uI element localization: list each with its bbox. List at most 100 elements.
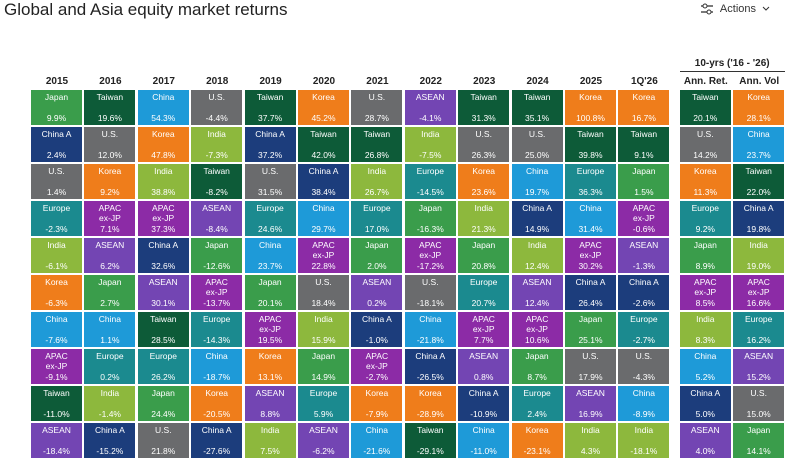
cell: ASEAN 30.1% (137, 275, 189, 310)
cell-value: -9.1% (45, 371, 68, 382)
cell: Taiwan 9.1% (618, 127, 670, 162)
cell: Europe -2.3% (31, 201, 82, 236)
cell-value: 16.9% (578, 408, 603, 419)
cell: Japan 8.9% (679, 238, 731, 273)
cell-label: U.S. (155, 425, 172, 435)
cell-label: Korea (98, 166, 122, 176)
cell-value: 26.7% (364, 186, 389, 197)
cell-value: 1.1% (100, 334, 120, 345)
cell: Korea 11.3% (679, 164, 731, 199)
cell: Taiwan 28.5% (137, 312, 189, 347)
cell-label: Europe (363, 203, 391, 213)
cell-label: China A (201, 425, 232, 435)
cell-value: -7.9% (365, 408, 388, 419)
cell-label: Japan (747, 425, 771, 435)
cell-value: 5.2% (695, 371, 715, 382)
cell: China A 14.9% (511, 201, 563, 236)
cell-label: Europe (630, 314, 658, 324)
cell: Taiwan 26.8% (351, 127, 403, 162)
cell-label: India (581, 425, 600, 435)
cell: APAC ex-JP -13.7% (191, 275, 243, 310)
cell-value: -8.4% (205, 223, 228, 234)
cell: China 31.4% (565, 201, 616, 236)
cell: ASEAN -8.4% (191, 201, 243, 236)
cell: China A 5.0% (679, 386, 731, 421)
cell-value: -17.2% (416, 260, 444, 271)
cell: China A 19.8% (733, 201, 785, 236)
cell-value: -14.5% (416, 186, 444, 197)
cell: China A -15.2% (84, 423, 136, 458)
cell-value: 37.3% (151, 223, 176, 234)
cell-value: 7.5% (260, 445, 280, 456)
cell-label: India (474, 203, 493, 213)
cell: India -7.3% (191, 127, 243, 162)
cell-label: China (694, 351, 717, 361)
cell-value: -1.0% (365, 334, 388, 345)
cell-label: Korea (258, 351, 282, 361)
cell-value: 26.8% (364, 149, 389, 160)
actions-label[interactable]: Actions (719, 3, 756, 15)
cell: APAC ex-JP 22.8% (298, 238, 349, 273)
cell: ASEAN -18.4% (31, 423, 82, 458)
cell-value: 1.5% (634, 186, 654, 197)
cell-value: -14.3% (203, 334, 231, 345)
cell-value: 28.5% (151, 334, 176, 345)
cell: Europe 0.2% (84, 349, 136, 384)
cell-value: 0.8% (474, 371, 494, 382)
cell-value: 17.0% (364, 223, 389, 234)
cell-label: India (260, 425, 280, 435)
cell: Europe -2.7% (618, 312, 670, 347)
cell-label: China A (255, 129, 285, 139)
cell: ASEAN 0.2% (351, 275, 403, 310)
cell-value: 47.8% (151, 149, 176, 160)
actions-button[interactable]: Actions (700, 3, 770, 15)
cell-label: APAC ex-JP (472, 314, 495, 334)
cell: APAC ex-JP 8.5% (679, 275, 731, 310)
cell: Taiwan 31.3% (458, 90, 510, 125)
cell: APAC ex-JP -2.7% (351, 349, 403, 384)
cell-value: -2.7% (365, 371, 388, 382)
column-header: 2020 (312, 76, 336, 87)
cell: Japan 20.8% (458, 238, 510, 273)
cell-label: APAC ex-JP (152, 203, 175, 223)
cell-label: China (419, 314, 442, 324)
cell-label: Korea (472, 166, 496, 176)
cell-label: China (579, 203, 602, 213)
cell-value: 2.7% (100, 297, 120, 308)
cell-label: Japan (311, 351, 336, 361)
cell: China -7.6% (31, 312, 82, 347)
cell: India -7.5% (404, 127, 456, 162)
cell-label: ASEAN (255, 388, 285, 398)
cell: Japan 14.1% (733, 423, 785, 458)
cell: Korea -23.1% (511, 423, 563, 458)
cell-label: Japan (418, 203, 442, 213)
cell-value: 15.2% (746, 371, 771, 382)
cell-value: 14.2% (693, 149, 718, 160)
cell-value: 9.9% (46, 112, 67, 123)
cell-value: 19.5% (258, 334, 283, 345)
cell: Japan 1.5% (618, 164, 670, 199)
cell-label: China A (415, 351, 446, 361)
cell: U.S. 31.5% (244, 164, 296, 199)
cell-value: 32.6% (151, 260, 176, 271)
cell-label: APAC ex-JP (525, 314, 549, 334)
cell-value: 30.2% (578, 260, 603, 271)
cell: Taiwan -29.1% (404, 423, 456, 458)
cell-label: ASEAN (576, 388, 605, 398)
cell: Japan 14.9% (298, 349, 349, 384)
cell-label: Taiwan (470, 92, 497, 102)
cell-value: -29.1% (416, 445, 444, 456)
cell: China 23.7% (733, 127, 785, 162)
cell-label: China (747, 129, 770, 139)
cell: Taiwan -11.0% (31, 386, 82, 421)
cell: ASEAN 4.0% (679, 423, 731, 458)
cell-value: 14.9% (311, 371, 336, 382)
cell-label: ASEAN (202, 203, 232, 213)
cell-value: 14.1% (746, 445, 771, 456)
cell-label: China (152, 92, 175, 102)
cell-label: Europe (96, 351, 124, 361)
cell-label: Korea (205, 388, 229, 398)
cell-value: 19.8% (746, 223, 771, 234)
cell-label: U.S. (697, 129, 714, 139)
cell-value: 45.2% (311, 112, 336, 123)
